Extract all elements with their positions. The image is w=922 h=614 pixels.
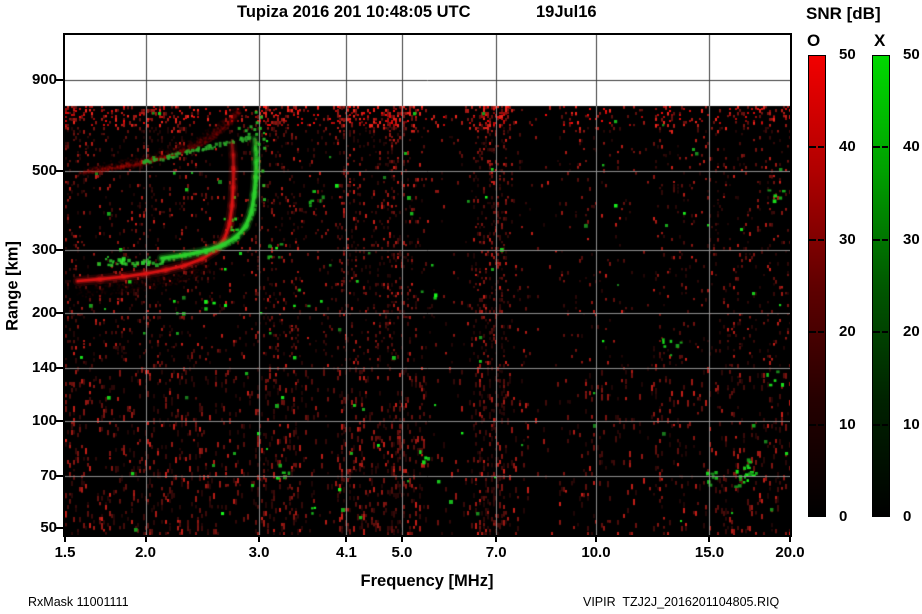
y-tick-label: 50 [40, 519, 57, 536]
x-tick-mark [258, 537, 260, 542]
ionogram-plot-canvas [65, 35, 790, 535]
y-tick-label: 500 [31, 162, 57, 180]
colorbar-tick-label: 20 [839, 323, 856, 341]
colorbar-tick-label: 10 [839, 415, 856, 433]
colorbar-tick-dash [818, 331, 824, 334]
x-tick-mark [345, 537, 348, 542]
x-tick-mark [495, 537, 498, 542]
colorbar-tick-dash [882, 331, 888, 334]
x-tick-label: 10.0 [581, 544, 611, 561]
colorbar-tick-dash [818, 146, 824, 149]
footer-rxmask: RxMask 11001111 [28, 595, 129, 609]
colorbar-tick-dash [873, 331, 880, 334]
colorbar-tick-label: 0 [839, 508, 848, 525]
y-tick-mark [56, 367, 63, 370]
y-tick-label: 100 [31, 411, 57, 429]
colorbar-tick-dash [882, 146, 888, 149]
colorbar-x-gradient [872, 55, 890, 517]
x-tick-label: 3.0 [248, 544, 270, 561]
x-tick-label: 2.0 [135, 544, 156, 561]
x-tick-label: 7.0 [485, 544, 507, 561]
x-tick-mark [144, 537, 147, 542]
y-tick-mark [56, 419, 63, 422]
y-tick-mark [56, 312, 63, 315]
colorbar-tick-dash [882, 423, 888, 426]
colorbar-title: SNR [dB] [806, 4, 881, 23]
colorbar-o-label: O [807, 31, 821, 50]
colorbar-tick-dash [809, 146, 816, 149]
y-tick-mark [56, 474, 63, 477]
colorbar-tick-label: 40 [903, 138, 920, 156]
y-tick-label: 200 [31, 304, 57, 322]
x-tick-mark [64, 537, 66, 542]
plot-title: Tupiza 2016 201 10:48:05 UTC [237, 3, 471, 21]
colorbar-tick-label: 40 [839, 138, 856, 156]
x-tick-label: 1.5 [54, 544, 76, 561]
x-tick-label: 5.0 [391, 544, 413, 561]
y-tick-label: 300 [31, 241, 57, 259]
colorbar-tick-label: 0 [903, 508, 912, 525]
footer-filename: VIPIR TZJ2J_2016201104805.RIQ [583, 595, 780, 609]
colorbar-tick-dash [809, 423, 816, 426]
y-tick-mark [56, 170, 63, 173]
colorbar-tick-dash [873, 423, 880, 426]
colorbar-tick-dash [809, 238, 816, 241]
colorbar-tick-label: 50 [903, 46, 920, 63]
colorbar-tick-dash [882, 238, 888, 241]
y-tick-label: 70 [40, 466, 57, 484]
y-axis-title: Range [km] [3, 241, 22, 331]
colorbar-tick-label: 30 [839, 230, 856, 248]
y-tick-label: 140 [31, 359, 57, 377]
plot-date: 19Jul16 [536, 3, 597, 21]
colorbar-tick-dash [873, 146, 880, 149]
colorbar-o-gradient [808, 55, 826, 517]
colorbar-tick-dash [873, 238, 880, 241]
colorbar-tick-dash [818, 238, 824, 241]
y-tick-mark [56, 249, 63, 252]
y-tick-mark [56, 78, 63, 81]
colorbar-tick-label: 30 [903, 230, 920, 248]
x-tick-label: 20.0 [775, 544, 805, 561]
colorbar-x-label: X [874, 31, 886, 50]
colorbar-tick-dash [809, 331, 816, 334]
x-tick-mark [400, 537, 403, 542]
x-tick-label: 4.1 [336, 544, 357, 561]
y-tick-label: 900 [31, 70, 57, 88]
x-axis-title: Frequency [MHz] [360, 572, 494, 590]
colorbar-tick-dash [818, 423, 824, 426]
colorbar-tick-label: 10 [903, 415, 920, 433]
x-tick-mark [789, 537, 791, 542]
x-tick-mark [594, 537, 597, 542]
colorbar-tick-label: 50 [839, 46, 856, 63]
colorbar-tick-label: 20 [903, 323, 920, 341]
x-tick-mark [708, 537, 711, 542]
y-tick-mark [56, 527, 63, 529]
x-tick-label: 15.0 [694, 544, 725, 561]
